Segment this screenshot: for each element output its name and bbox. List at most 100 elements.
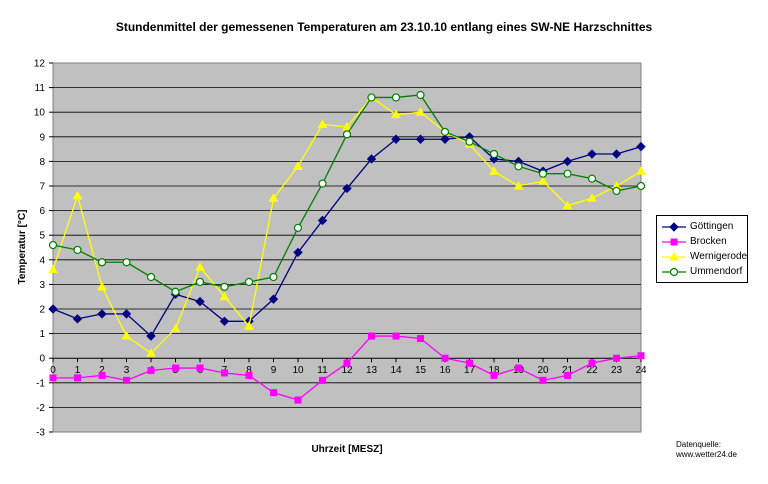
data-point: [366, 154, 377, 164]
data-point: [98, 371, 106, 379]
data-point: [391, 109, 401, 119]
data-point: [268, 193, 279, 202]
x-tick-label: 1: [75, 365, 81, 376]
data-point: [466, 359, 473, 367]
data-point: [588, 359, 596, 367]
data-point: [319, 376, 326, 384]
data-point: [539, 376, 547, 384]
y-tick-label: 6: [39, 206, 45, 217]
series-group: [48, 90, 646, 404]
data-point: [538, 176, 548, 185]
data-point: [170, 323, 181, 333]
data-point: [97, 281, 107, 291]
data-point: [416, 90, 425, 100]
legend-label: Göttingen: [690, 221, 734, 232]
data-point: [489, 166, 499, 175]
data-point: [318, 179, 327, 188]
y-tick-label: 10: [34, 108, 46, 119]
data-point: [636, 166, 646, 175]
data-point: [562, 200, 573, 210]
data-point: [515, 364, 522, 372]
data-point: [440, 127, 450, 136]
legend-item: Göttingen: [661, 219, 743, 234]
data-point: [73, 245, 82, 255]
data-point: [564, 371, 571, 379]
data-point: [72, 190, 83, 200]
data-point: [146, 272, 156, 282]
y-tick-label: 3: [39, 280, 45, 291]
data-point: [196, 364, 204, 372]
data-point: [146, 331, 156, 341]
data-point: [342, 130, 352, 139]
data-point: [637, 352, 645, 360]
legend-swatch: [662, 238, 686, 245]
data-point: [563, 169, 572, 178]
data-point: [293, 247, 303, 258]
y-axis-title: Temperatur [°C]: [17, 210, 28, 285]
x-tick-label: 2: [99, 365, 105, 376]
x-tick-label: 12: [341, 365, 353, 376]
data-point: [293, 161, 303, 170]
data-point: [219, 291, 230, 301]
data-point: [244, 321, 254, 330]
legend-item: Wernigerode: [661, 249, 747, 264]
x-tick-label: 14: [390, 365, 402, 376]
legend-label: Wernigerode: [690, 251, 748, 262]
data-point: [97, 258, 107, 267]
data-point: [74, 374, 81, 382]
series-wernigerode: [48, 92, 646, 357]
data-point: [244, 277, 254, 287]
data-point: [490, 371, 498, 379]
x-tick-label: 0: [50, 365, 56, 376]
data-point: [415, 107, 426, 116]
x-tick-label: 11: [317, 365, 328, 376]
data-point: [221, 369, 228, 377]
x-tick-label: 3: [124, 365, 130, 376]
chart-title: Stundenmittel der gemessenen Temperature…: [115, 20, 653, 34]
data-point: [121, 309, 132, 319]
data-point: [195, 277, 205, 287]
x-tick-label: 16: [439, 365, 451, 376]
legend-marker: [670, 238, 678, 245]
x-tick-label: 23: [611, 365, 623, 376]
y-tick-label: 2: [39, 305, 45, 316]
series-brocken: [49, 332, 645, 404]
data-point: [269, 272, 278, 282]
data-point: [587, 174, 597, 183]
x-tick-label: 9: [271, 365, 277, 376]
data-point: [122, 258, 131, 267]
series-g-ttingen: [48, 132, 646, 341]
legend-label: Brocken: [690, 236, 727, 247]
data-point: [489, 149, 499, 159]
data-point: [72, 314, 83, 324]
y-tick-label: -3: [36, 428, 45, 439]
legend: Göttingen Brocken Wernigerode Ummendorf: [656, 215, 748, 283]
data-point: [195, 296, 205, 307]
data-point: [636, 181, 646, 191]
legend-swatch: [662, 267, 686, 276]
data-point: [587, 149, 597, 159]
data-point: [123, 376, 130, 384]
data-point: [343, 359, 351, 367]
plot-area: [52, 62, 642, 433]
x-tick-label: 20: [537, 365, 549, 376]
y-tick-label: 12: [34, 59, 46, 70]
data-point: [220, 282, 229, 291]
y-tick-label: 8: [39, 157, 45, 168]
x-tick-label: 17: [464, 365, 476, 376]
y-tick-label: 9: [39, 132, 45, 143]
source-note: Datenquelle: www.wetter24.de: [676, 440, 737, 460]
data-point: [367, 93, 376, 102]
legend-swatch: [662, 251, 686, 260]
data-point: [268, 294, 279, 304]
data-point: [317, 119, 328, 128]
x-tick-label: 8: [246, 365, 252, 376]
data-point: [441, 354, 449, 362]
data-point: [562, 156, 573, 167]
data-point: [538, 169, 548, 178]
x-tick-label: 18: [488, 365, 500, 376]
y-tick-label: 1: [39, 329, 45, 340]
data-point: [391, 93, 401, 102]
data-point: [613, 354, 620, 362]
